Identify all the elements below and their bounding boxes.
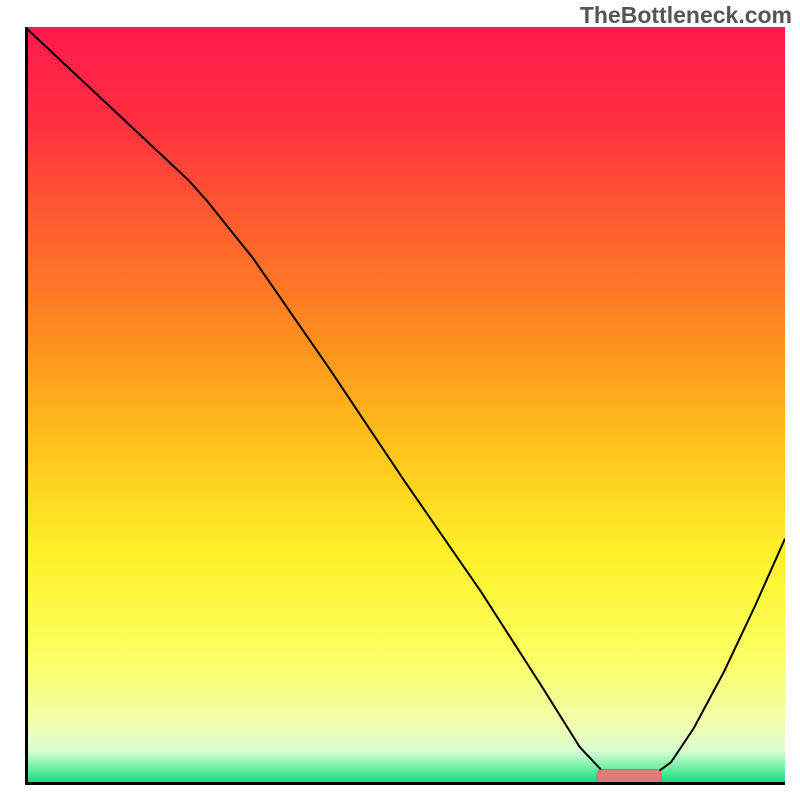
x-axis-line [25, 782, 785, 785]
watermark-text: TheBottleneck.com [580, 2, 792, 29]
plot-area [25, 27, 785, 785]
gradient-background [25, 27, 785, 785]
y-axis-line [25, 27, 28, 785]
chart-container: TheBottleneck.com [0, 0, 800, 800]
plot-svg [25, 27, 785, 785]
